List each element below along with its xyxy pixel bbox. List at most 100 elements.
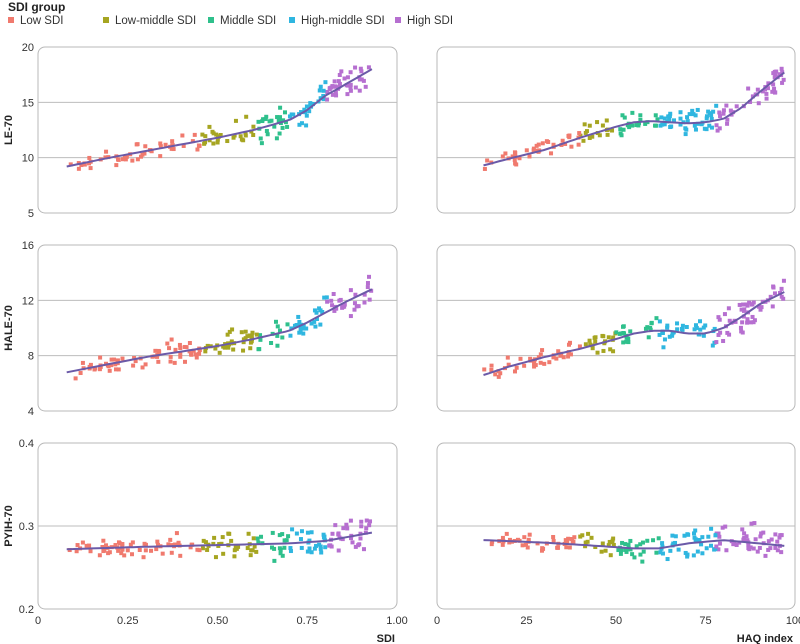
data-point — [564, 545, 569, 550]
data-point — [275, 324, 280, 329]
data-point — [482, 367, 487, 372]
data-point — [772, 291, 777, 296]
row-title-le-70: LE-70 — [3, 115, 15, 145]
data-point — [777, 290, 782, 295]
data-point — [201, 538, 206, 543]
data-point — [549, 151, 554, 156]
data-point — [304, 104, 309, 109]
trend-line — [66, 531, 373, 551]
data-point — [540, 546, 545, 551]
data-point — [669, 124, 674, 129]
data-point — [249, 335, 254, 340]
data-point — [103, 155, 108, 160]
legend-title: SDI group — [8, 0, 65, 14]
data-point — [498, 371, 503, 376]
data-point — [366, 65, 371, 70]
data-point — [624, 549, 629, 554]
data-point — [211, 141, 216, 146]
data-point — [357, 542, 362, 547]
data-point — [197, 348, 202, 353]
data-point — [143, 542, 148, 547]
data-point — [676, 547, 681, 552]
data-point — [668, 548, 673, 553]
data-point — [741, 302, 746, 307]
data-point — [349, 536, 354, 541]
data-point — [666, 114, 671, 119]
data-point — [348, 82, 353, 87]
data-point — [768, 546, 773, 551]
data-point — [773, 545, 778, 550]
data-point — [251, 536, 256, 541]
data-point — [763, 553, 768, 558]
data-point — [747, 547, 752, 552]
data-point — [766, 81, 771, 86]
data-point — [620, 540, 625, 545]
trend-line — [483, 291, 785, 376]
data-point — [348, 70, 353, 75]
data-point — [307, 109, 312, 114]
data-point — [88, 549, 93, 554]
data-point — [739, 307, 744, 312]
x-tick-label: 100 — [786, 615, 800, 627]
data-point — [745, 317, 750, 322]
data-point — [130, 158, 135, 163]
data-point — [684, 127, 689, 132]
data-point — [690, 108, 695, 113]
data-point — [158, 154, 163, 159]
data-point — [503, 151, 508, 156]
data-point — [554, 356, 559, 361]
legend-label-low: Low SDI — [20, 15, 63, 27]
data-point — [317, 88, 322, 93]
data-point — [587, 123, 592, 128]
data-point — [621, 331, 626, 336]
data-point — [97, 553, 102, 558]
data-point — [714, 103, 719, 108]
data-point — [587, 136, 592, 141]
data-point — [626, 340, 631, 345]
data-point — [691, 112, 696, 117]
data-point — [154, 547, 159, 552]
data-point — [568, 352, 573, 357]
data-point — [248, 553, 253, 558]
data-point — [660, 122, 665, 127]
data-point — [321, 97, 326, 102]
data-point — [620, 113, 625, 118]
data-point — [239, 137, 244, 142]
data-point — [589, 535, 594, 540]
data-point — [634, 123, 639, 128]
data-point — [305, 530, 310, 535]
data-point — [269, 545, 274, 550]
data-point — [781, 296, 786, 301]
data-point — [561, 355, 566, 360]
data-point — [277, 131, 282, 136]
data-point — [314, 310, 319, 315]
data-point — [600, 123, 605, 128]
data-point — [697, 538, 702, 543]
data-point — [619, 331, 624, 336]
data-point — [773, 90, 778, 95]
data-point — [304, 326, 309, 331]
y-tick-label: 0.2 — [19, 604, 34, 616]
data-point — [278, 551, 283, 556]
scatter-points — [73, 274, 374, 381]
scatter-points — [489, 521, 784, 564]
data-point — [770, 304, 775, 309]
data-point — [345, 92, 350, 97]
data-point — [656, 536, 661, 541]
data-point — [202, 141, 207, 146]
data-point — [616, 548, 621, 553]
data-point — [97, 367, 102, 372]
data-point — [337, 81, 342, 86]
data-point — [772, 69, 777, 74]
data-point — [717, 541, 722, 546]
panel-r1-c0: 4 8 12 16 — [22, 240, 398, 418]
data-point — [230, 327, 235, 332]
data-point — [507, 540, 512, 545]
data-point — [336, 531, 341, 536]
data-point — [218, 133, 223, 138]
data-point — [765, 86, 770, 91]
data-point — [680, 323, 685, 328]
data-point — [657, 332, 662, 337]
data-point — [610, 128, 615, 133]
trend-line — [66, 68, 373, 168]
